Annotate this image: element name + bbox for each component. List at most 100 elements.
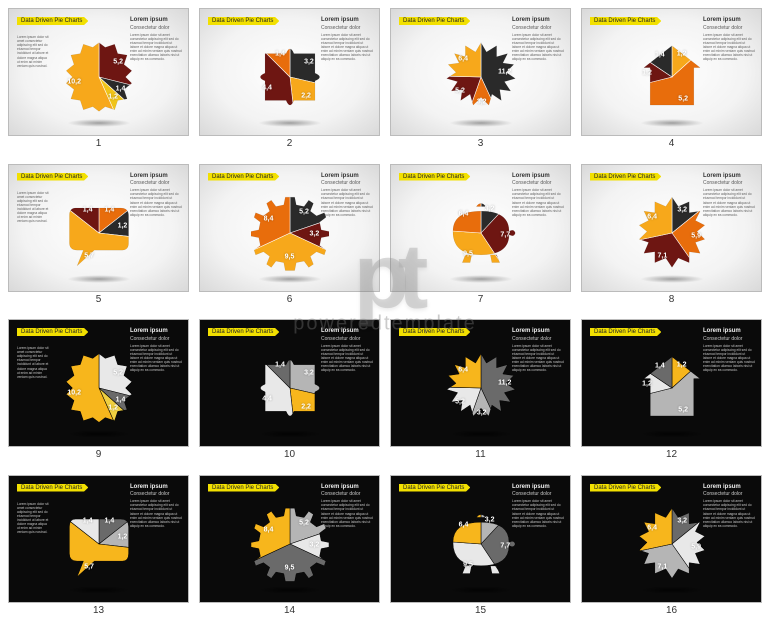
slide-left-body: Lorem ipsum dolor sit amet consectetur a… [17,346,49,379]
slide-number: 9 [96,449,102,460]
slide-thumbnail[interactable]: Data Driven Pie Charts Lorem ipsum Conse… [390,475,571,603]
slide-thumbnail[interactable]: Data Driven Pie Charts Lorem ipsum dolor… [8,164,189,292]
slide-cell: Data Driven Pie Charts Lorem ipsum Conse… [390,319,571,467]
pie-chart: 3,27,79,56,4 [442,505,520,583]
slide-header-band: Data Driven Pie Charts [17,484,88,492]
slide-thumbnail[interactable]: Data Driven Pie Charts Lorem ipsum Conse… [199,164,380,292]
slide-cell: Data Driven Pie Charts Lorem ipsum Conse… [199,475,380,623]
chart-shadow [258,586,322,594]
slide-cell: Data Driven Pie Charts Lorem ipsum Conse… [390,8,571,156]
slide-cell: Data Driven Pie Charts Lorem ipsum Conse… [199,319,380,467]
slide-header-band: Data Driven Pie Charts [590,173,661,181]
slide-header-band: Data Driven Pie Charts [208,17,279,25]
slide-header-band: Data Driven Pie Charts [399,328,470,336]
slide-right-text: Lorem ipsum Consectetur dolor Lorem ipsu… [321,484,373,529]
lorem-body: Lorem ipsum dolor sit amet consectetur a… [130,188,182,217]
slide-thumbnail[interactable]: Data Driven Pie Charts Lorem ipsum Conse… [390,8,571,136]
pie-chart: 5,23,29,58,4 [251,194,329,272]
slide-number: 1 [96,138,102,149]
slide-cell: Data Driven Pie Charts Lorem ipsum dolor… [8,319,189,467]
slide-thumbnail[interactable]: Data Driven Pie Charts Lorem ipsum Conse… [581,319,762,447]
slide-thumbnail[interactable]: Data Driven Pie Charts Lorem ipsum dolor… [8,475,189,603]
slide-number: 13 [93,605,104,616]
slide-header-band: Data Driven Pie Charts [590,17,661,25]
lorem-subtitle: Consectetur dolor [703,180,755,186]
chart-shadow [640,119,704,127]
slide-right-text: Lorem ipsum Consectetur dolor Lorem ipsu… [321,173,373,218]
lorem-body: Lorem ipsum dolor sit amet consectetur a… [130,499,182,528]
chart-shadow [67,586,131,594]
slide-number: 2 [287,138,293,149]
chart-shadow [67,119,131,127]
lorem-body: Lorem ipsum dolor sit amet consectetur a… [703,499,755,528]
lorem-title: Lorem ipsum [703,328,755,336]
lorem-subtitle: Consectetur dolor [512,336,564,342]
slide-cell: Data Driven Pie Charts Lorem ipsum Conse… [581,8,762,156]
slide-number: 10 [284,449,295,460]
slide-thumbnail[interactable]: Data Driven Pie Charts Lorem ipsum Conse… [581,475,762,603]
lorem-body: Lorem ipsum dolor sit amet consectetur a… [512,33,564,62]
slide-thumbnail[interactable]: Data Driven Pie Charts Lorem ipsum Conse… [581,164,762,292]
slide-header-band: Data Driven Pie Charts [399,484,470,492]
chart-shadow [449,586,513,594]
lorem-body: Lorem ipsum dolor sit amet consectetur a… [512,188,564,217]
slide-number: 12 [666,449,677,460]
slide-thumbnail[interactable]: Data Driven Pie Charts Lorem ipsum dolor… [8,8,189,136]
slide-right-text: Lorem ipsum Consectetur dolor Lorem ipsu… [512,17,564,62]
lorem-body: Lorem ipsum dolor sit amet consectetur a… [512,499,564,528]
slide-header-band: Data Driven Pie Charts [17,17,88,25]
lorem-body: Lorem ipsum dolor sit amet consectetur a… [130,33,182,62]
lorem-subtitle: Consectetur dolor [130,491,182,497]
lorem-body: Lorem ipsum dolor sit amet consectetur a… [321,33,373,62]
slide-header-band: Data Driven Pie Charts [208,328,279,336]
slide-thumbnail[interactable]: Data Driven Pie Charts Lorem ipsum Conse… [390,319,571,447]
slide-number: 7 [478,294,484,305]
slide-right-text: Lorem ipsum Consectetur dolor Lorem ipsu… [130,328,182,373]
slide-cell: Data Driven Pie Charts Lorem ipsum Conse… [581,319,762,467]
slide-number: 14 [284,605,295,616]
lorem-title: Lorem ipsum [321,328,373,336]
lorem-subtitle: Consectetur dolor [130,336,182,342]
pie-chart: 11,23,25,26,4 [442,38,520,116]
pie-chart: 5,21,41,210,2 [60,349,138,427]
slide-number: 6 [287,294,293,305]
slide-thumbnail[interactable]: Data Driven Pie Charts Lorem ipsum Conse… [199,8,380,136]
slide-left-body: Lorem ipsum dolor sit amet consectetur a… [17,35,49,68]
lorem-subtitle: Consectetur dolor [321,180,373,186]
slide-header-band: Data Driven Pie Charts [590,328,661,336]
pie-chart: 3,25,97,16,4 [633,505,711,583]
slide-left-body: Lorem ipsum dolor sit amet consectetur a… [17,502,49,535]
pie-chart: 3,22,24,41,4 [251,349,329,427]
chart-shadow [258,275,322,283]
slide-cell: Data Driven Pie Charts Lorem ipsum dolor… [8,164,189,312]
slide-thumbnail[interactable]: Data Driven Pie Charts Lorem ipsum Conse… [199,319,380,447]
slide-right-text: Lorem ipsum Consectetur dolor Lorem ipsu… [130,484,182,529]
slide-number: 4 [669,138,675,149]
pie-chart: 11,23,25,26,4 [442,349,520,427]
slide-right-text: Lorem ipsum Consectetur dolor Lorem ipsu… [703,484,755,529]
chart-shadow [258,119,322,127]
slide-thumbnail[interactable]: Data Driven Pie Charts Lorem ipsum Conse… [199,475,380,603]
slide-header-band: Data Driven Pie Charts [399,173,470,181]
slide-right-text: Lorem ipsum Consectetur dolor Lorem ipsu… [321,17,373,62]
slide-header-band: Data Driven Pie Charts [590,484,661,492]
lorem-title: Lorem ipsum [130,173,182,181]
chart-shadow [449,275,513,283]
slide-thumbnail[interactable]: Data Driven Pie Charts Lorem ipsum Conse… [390,164,571,292]
pie-chart: 1,41,25,71,4 [60,194,138,272]
slide-thumbnail[interactable]: Data Driven Pie Charts Lorem ipsum dolor… [8,319,189,447]
lorem-body: Lorem ipsum dolor sit amet consectetur a… [321,344,373,373]
slide-cell: Data Driven Pie Charts Lorem ipsum Conse… [199,8,380,156]
lorem-subtitle: Consectetur dolor [321,491,373,497]
slide-right-text: Lorem ipsum Consectetur dolor Lorem ipsu… [703,173,755,218]
lorem-subtitle: Consectetur dolor [703,491,755,497]
slide-grid: Data Driven Pie Charts Lorem ipsum dolor… [0,0,770,630]
pie-chart: 5,21,41,210,2 [60,38,138,116]
slide-header-band: Data Driven Pie Charts [17,173,88,181]
slide-thumbnail[interactable]: Data Driven Pie Charts Lorem ipsum Conse… [581,8,762,136]
lorem-title: Lorem ipsum [130,17,182,25]
lorem-body: Lorem ipsum dolor sit amet consectetur a… [130,344,182,373]
pie-chart: 3,22,24,41,4 [251,38,329,116]
pie-chart: 1,25,21,21,4 [633,349,711,427]
chart-shadow [449,430,513,438]
